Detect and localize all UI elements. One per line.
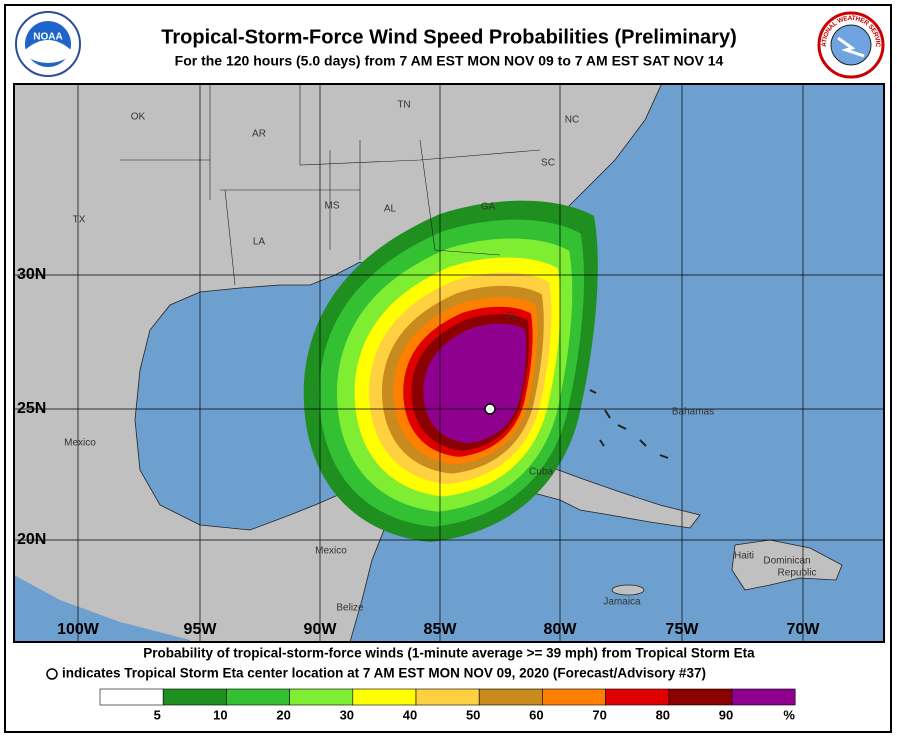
- legend-swatch: [542, 688, 606, 706]
- place-label: SC: [541, 158, 555, 169]
- place-label: OK: [131, 112, 146, 123]
- legend-swatch: [162, 688, 227, 706]
- place-label: NC: [565, 115, 579, 126]
- legend: 5 10 20 30 40 50 60 70 80 90%: [99, 688, 796, 722]
- subtitle: For the 120 hours (5.0 days) from 7 AM E…: [175, 53, 724, 69]
- place-label: LA: [253, 237, 266, 248]
- legend-swatch: [289, 688, 354, 706]
- place-label: Republic: [778, 568, 817, 579]
- longitude-label: 90W: [304, 621, 338, 638]
- borders: [120, 84, 541, 286]
- coordinate-labels: 30N 25N 20N 100W 95W 90W 85W 80W 75W 70W: [17, 266, 820, 638]
- legend-label: 20: [276, 707, 290, 722]
- longitude-label: 85W: [424, 621, 458, 638]
- storm-center: [484, 403, 496, 415]
- legend-swatch: [668, 688, 733, 706]
- legend-label: 50: [466, 707, 480, 722]
- legend-label: 10: [213, 707, 227, 722]
- place-label: Haiti: [734, 551, 754, 562]
- bahamas: [589, 389, 669, 459]
- noaa-logo: NOAA: [15, 11, 81, 77]
- longitude-label: 100W: [57, 621, 100, 638]
- place-label: MS: [325, 201, 340, 212]
- noaa-text: NOAA: [33, 32, 62, 43]
- place-label: TX: [73, 215, 86, 226]
- place-label: Cuba: [529, 467, 553, 478]
- legend-swatch: [415, 688, 480, 706]
- place-label: AR: [252, 129, 266, 140]
- legend-label: 40: [403, 707, 417, 722]
- place-label: Bahamas: [672, 407, 714, 418]
- place-label: AL: [384, 204, 397, 215]
- place-label: Dominican: [763, 556, 810, 567]
- place-label: Mexico: [315, 546, 347, 557]
- legend-label: 5: [154, 707, 161, 722]
- legend-label: 60: [529, 707, 543, 722]
- place-label: GA: [481, 202, 496, 213]
- latitude-label: 25N: [17, 400, 46, 417]
- place-label: Mexico: [64, 438, 96, 449]
- legend-swatch: [99, 688, 164, 706]
- latitude-label: 30N: [17, 266, 46, 283]
- place-label: Jamaica: [603, 597, 641, 608]
- legend-label: 80: [656, 707, 670, 722]
- legend-swatch: [226, 688, 290, 706]
- footer-line-1: Probability of tropical-storm-force wind…: [143, 646, 755, 661]
- place-label: Belize: [336, 603, 364, 614]
- map-frame: [13, 83, 885, 643]
- title: Tropical-Storm-Force Wind Speed Probabil…: [161, 26, 737, 48]
- jamaica: [611, 584, 645, 596]
- legend-swatch: [731, 688, 796, 706]
- graticule: [14, 84, 884, 642]
- longitude-label: 75W: [666, 621, 700, 638]
- pacific: [14, 575, 190, 642]
- legend-swatch: [605, 688, 670, 706]
- footer-line-2: indicates Tropical Storm Eta center loca…: [62, 666, 706, 681]
- map: OK AR TN NC SC MS AL GA TX LA FL Mexico Bahamas Cuba H…: [14, 84, 884, 642]
- map-labels: OK AR TN NC SC MS AL GA TX LA FL Mexico Bahamas Cuba H…: [64, 100, 816, 614]
- center-symbol: [46, 668, 58, 680]
- legend-label: %: [783, 707, 795, 722]
- longitude-label: 95W: [184, 621, 218, 638]
- legend-label: 30: [340, 707, 354, 722]
- legend-swatch: [478, 688, 543, 706]
- legend-swatch: [352, 688, 417, 706]
- longitude-label: 70W: [787, 621, 821, 638]
- legend-label: 70: [592, 707, 606, 722]
- legend-label: 90: [719, 707, 733, 722]
- hispaniola: [731, 539, 843, 591]
- place-label: TN: [397, 100, 410, 111]
- place-label: FL: [506, 312, 518, 323]
- longitude-label: 80W: [544, 621, 578, 638]
- latitude-label: 20N: [17, 531, 46, 548]
